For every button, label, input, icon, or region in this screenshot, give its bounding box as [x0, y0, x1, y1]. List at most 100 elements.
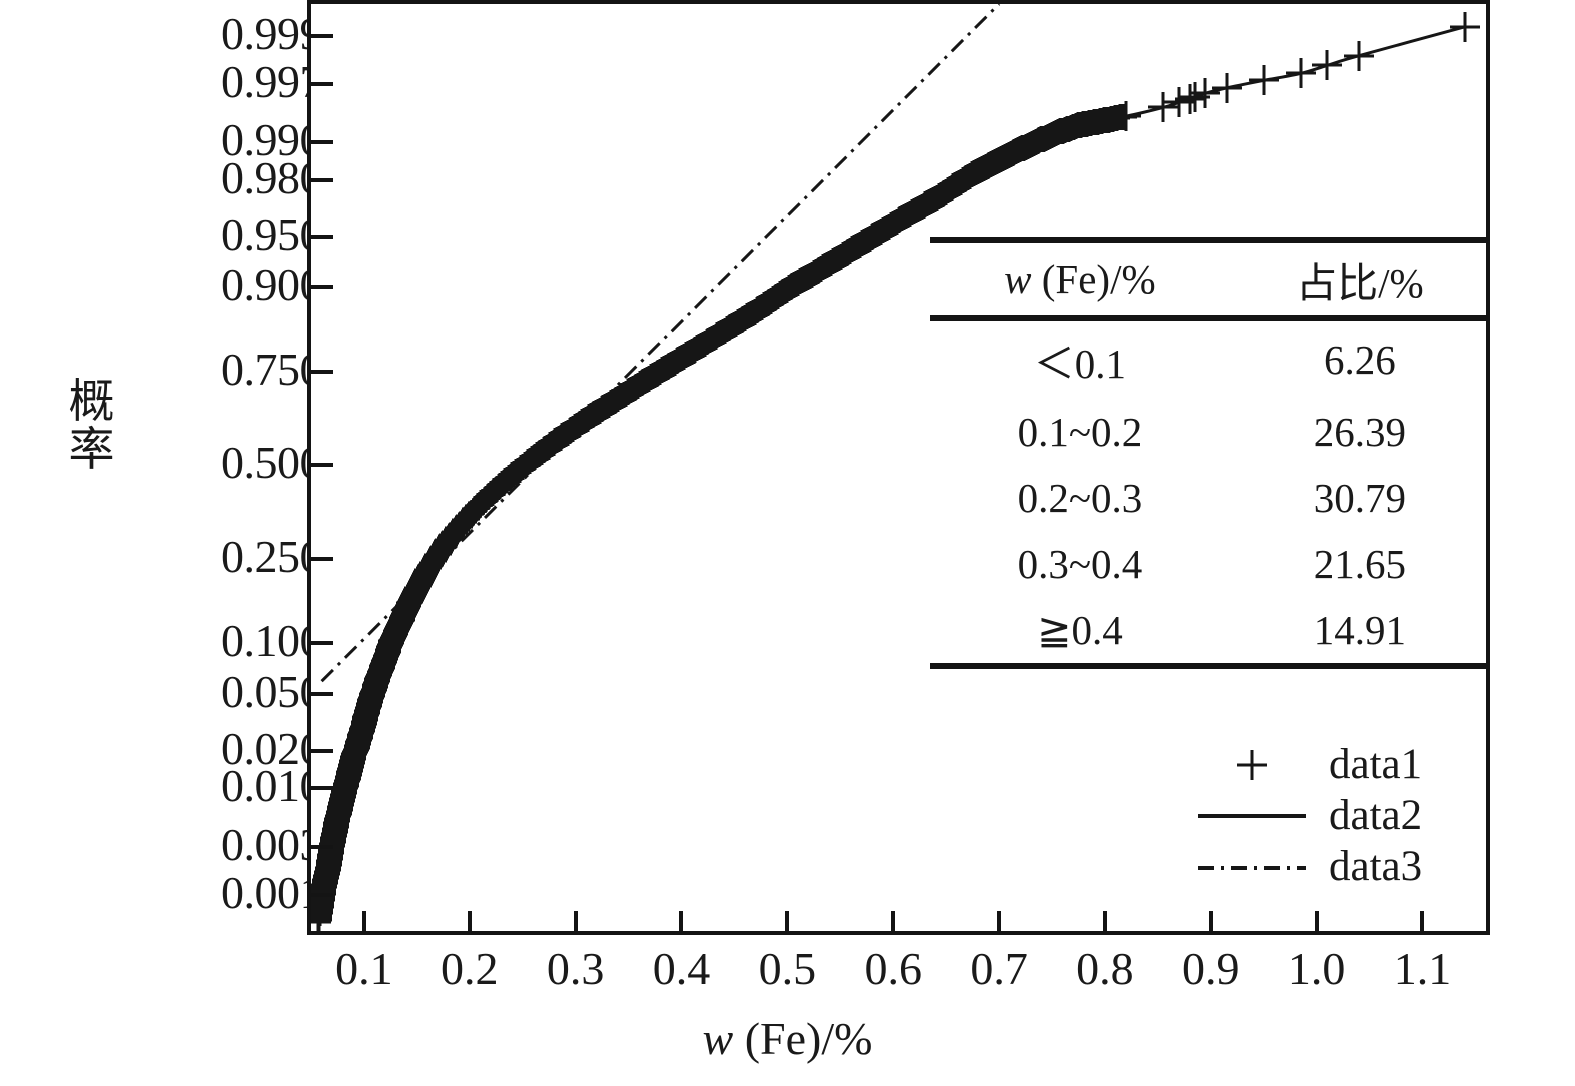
table-cell-range: 0.3~0.4 — [1017, 541, 1143, 587]
stats-table-head: w (Fe)/% 占比/% — [930, 240, 1486, 318]
y-axis-tick-label: 0.050 — [221, 665, 323, 717]
data3-line — [320, 4, 1001, 683]
x-axis-tick — [785, 911, 790, 931]
x-axis-tick — [997, 911, 1002, 931]
legend-key-dashdot — [1191, 841, 1313, 892]
y-axis-tick — [311, 140, 333, 145]
y-axis-tick — [311, 285, 333, 290]
legend-key-plus — [1191, 739, 1313, 790]
y-axis-tick-label: 0.950 — [221, 208, 323, 260]
y-axis-tick-label: 0.900 — [221, 259, 323, 311]
x-axis-tick — [891, 911, 896, 931]
dash-dot-line-icon — [1198, 865, 1306, 870]
legend-item: data3 — [1191, 841, 1486, 892]
x-axis-tick-label: 1.0 — [1287, 943, 1346, 994]
x-axis-tick-label: 0.9 — [1182, 943, 1240, 994]
table-cell-range: 0.1~0.2 — [1017, 409, 1143, 455]
y-axis-tick — [311, 892, 333, 897]
legend-label: data3 — [1329, 843, 1423, 890]
y-axis-tick — [311, 748, 333, 753]
stats-table-body: ＜0.1 6.26 0.1~0.2 26.39 0.2~0.3 30.79 0.3~0.4 2… — [930, 318, 1486, 666]
y-axis-tick — [311, 33, 333, 38]
y-axis-tick-label: 0.250 — [221, 530, 323, 582]
x-axis-tick — [361, 911, 366, 931]
x-axis-tick — [1102, 911, 1107, 931]
table-cell-range: ＜0.1 — [1033, 341, 1127, 387]
table-cell-share: 21.65 — [1313, 541, 1407, 587]
table-row: ≧0.4 14.91 — [930, 597, 1486, 666]
table-cell-range: ≧0.4 — [1037, 607, 1123, 653]
stats-table-header-share: 占比/% — [1296, 260, 1424, 306]
y-axis-tick — [311, 844, 333, 849]
x-axis-title-rest: (Fe)/% — [733, 1013, 873, 1064]
legend-label: data1 — [1329, 741, 1423, 788]
legend: data1 data2 data3 — [1191, 739, 1486, 892]
solid-line-icon — [1198, 813, 1306, 818]
table-cell-range: 0.2~0.3 — [1017, 475, 1143, 521]
x-axis-tick — [679, 911, 684, 931]
x-axis-tick — [573, 911, 578, 931]
y-axis-tick-label: 0.750 — [221, 343, 323, 395]
y-axis-tick — [311, 556, 333, 561]
plot-inner: w (Fe)/% 占比/% ＜0.1 6.26 0.1~0.2 26.39 0.2~0.… — [311, 4, 1486, 931]
stats-table-header-row: w (Fe)/% 占比/% — [930, 240, 1486, 318]
y-axis-title: 概 率 — [62, 378, 122, 474]
y-axis-tick-label: 0.001 — [221, 866, 323, 918]
x-axis-tick-label: 1.1 — [1393, 943, 1452, 994]
y-axis-tick — [311, 369, 333, 374]
y-axis-tick — [311, 641, 333, 646]
x-axis-tick-label: 0.1 — [335, 943, 393, 994]
header-symbol-w: w — [1004, 256, 1032, 302]
y-axis-tick-label: 0.990 — [221, 114, 323, 166]
x-axis-tick-label: 0.3 — [546, 943, 605, 994]
table-cell-share: 14.91 — [1313, 607, 1407, 653]
x-axis-tick — [1208, 911, 1213, 931]
stats-table-header-range: w (Fe)/% — [930, 240, 1230, 318]
x-axis-tick — [1314, 911, 1319, 931]
y-axis-title-char-2: 率 — [68, 424, 116, 475]
y-axis-tick-label: 0.010 — [221, 760, 323, 812]
plus-marker-icon — [1237, 750, 1267, 780]
y-axis-tick-label: 0.100 — [221, 615, 323, 667]
y-axis-tick-label: 0.500 — [221, 437, 323, 489]
table-cell-share: 30.79 — [1313, 475, 1407, 521]
plot-area: w (Fe)/% 占比/% ＜0.1 6.26 0.1~0.2 26.39 0.2~0.… — [307, 0, 1490, 935]
table-cell-share: 26.39 — [1313, 409, 1407, 455]
header-range-rest: (Fe)/% — [1031, 256, 1156, 302]
x-axis-title: w (Fe)/% — [0, 1012, 1575, 1065]
y-axis-tick-label: 0.020 — [221, 722, 323, 774]
x-axis-title-symbol: w — [702, 1013, 734, 1064]
x-axis-tick-label: 0.4 — [652, 943, 711, 994]
x-axis-tick-label: 0.6 — [864, 943, 922, 994]
y-axis-tick-label: 0.997 — [221, 55, 323, 107]
table-row: 0.1~0.2 26.39 — [930, 399, 1486, 465]
table-row: 0.3~0.4 21.65 — [930, 531, 1486, 597]
legend-label: data2 — [1329, 792, 1423, 839]
stats-table: w (Fe)/% 占比/% ＜0.1 6.26 0.1~0.2 26.39 0.2~0.… — [930, 237, 1486, 669]
x-axis-tick-label: 0.7 — [970, 943, 1028, 994]
y-axis-tick — [311, 177, 333, 182]
x-axis-tick-label: 0.5 — [758, 943, 817, 994]
y-axis-tick — [311, 691, 333, 696]
table-row: ＜0.1 6.26 — [930, 318, 1486, 399]
y-axis-tick — [311, 463, 333, 468]
y-axis-tick — [311, 81, 333, 86]
y-axis-tick — [311, 786, 333, 791]
data2-line — [316, 25, 1466, 923]
x-axis-tick — [1420, 911, 1425, 931]
legend-key-solid — [1191, 790, 1313, 841]
x-axis-tick-label: 0.8 — [1076, 943, 1134, 994]
data-series-layer — [316, 4, 1466, 923]
x-axis-tick-label: 0.2 — [441, 943, 499, 994]
table-row: 0.2~0.3 30.79 — [930, 465, 1486, 531]
x-axis-tick — [467, 911, 472, 931]
y-axis-tick-label: 0.003 — [221, 818, 323, 870]
legend-item: data2 — [1191, 790, 1486, 841]
y-axis-tick-label: 0.999 — [221, 7, 323, 59]
y-axis-tick-label: 0.980 — [221, 151, 323, 203]
table-cell-share: 6.26 — [1324, 337, 1396, 383]
y-axis-tick — [311, 234, 333, 239]
legend-item: data1 — [1191, 739, 1486, 790]
y-axis-title-char-1: 概 — [68, 376, 116, 427]
